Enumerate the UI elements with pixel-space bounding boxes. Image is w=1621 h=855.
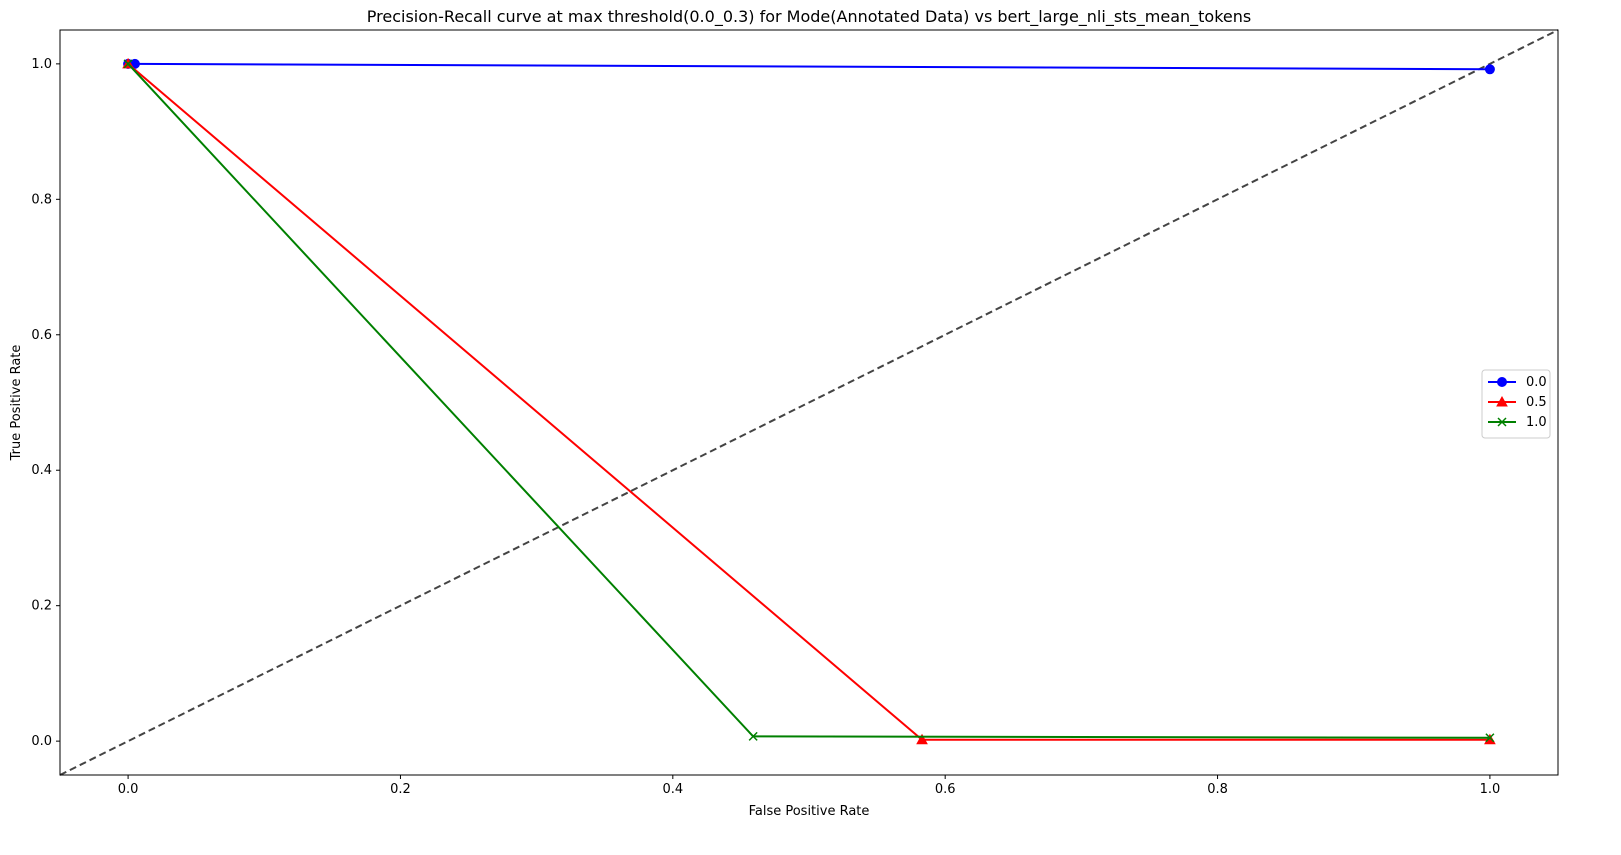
legend-label: 0.0 xyxy=(1526,375,1547,390)
x-axis-label: False Positive Rate xyxy=(749,804,870,819)
y-tick-label: 0.4 xyxy=(31,463,52,478)
x-tick-label: 0.2 xyxy=(390,782,411,797)
series-point-1.0 xyxy=(1485,733,1495,743)
marker-stroke xyxy=(1497,417,1507,427)
legend-marker xyxy=(1497,377,1507,387)
marker-stroke xyxy=(748,731,758,741)
y-tick-label: 0.0 xyxy=(31,734,52,749)
chart-title: Precision-Recall curve at max threshold(… xyxy=(367,7,1251,27)
series-point-0.0 xyxy=(1484,64,1495,75)
y-axis-label: True Positive Rate xyxy=(9,345,24,462)
series-point-1.0 xyxy=(748,731,758,741)
legend-label: 1.0 xyxy=(1526,415,1547,430)
reference-diagonal-line xyxy=(59,29,1559,776)
y-tick-label: 0.2 xyxy=(31,599,52,614)
marker-stroke xyxy=(1485,733,1495,743)
x-tick-label: 0.6 xyxy=(935,782,956,797)
plot-frame xyxy=(59,29,1559,776)
series-point-1.0 xyxy=(123,59,133,69)
legend-label: 0.5 xyxy=(1526,395,1547,410)
x-tick-label: 0.4 xyxy=(662,782,683,797)
legend-marker xyxy=(1497,417,1507,427)
x-tick-label: 1.0 xyxy=(1480,782,1501,797)
y-tick-label: 1.0 xyxy=(31,57,52,72)
x-tick-label: 0.0 xyxy=(118,782,139,797)
y-tick-label: 0.8 xyxy=(31,192,52,207)
x-tick-label: 0.8 xyxy=(1207,782,1228,797)
y-tick-label: 0.6 xyxy=(31,328,52,343)
series-line-0.0 xyxy=(128,62,1490,71)
legend-marker xyxy=(1496,395,1508,407)
marker-stroke xyxy=(123,59,133,69)
series-point-0.5 xyxy=(916,733,928,745)
